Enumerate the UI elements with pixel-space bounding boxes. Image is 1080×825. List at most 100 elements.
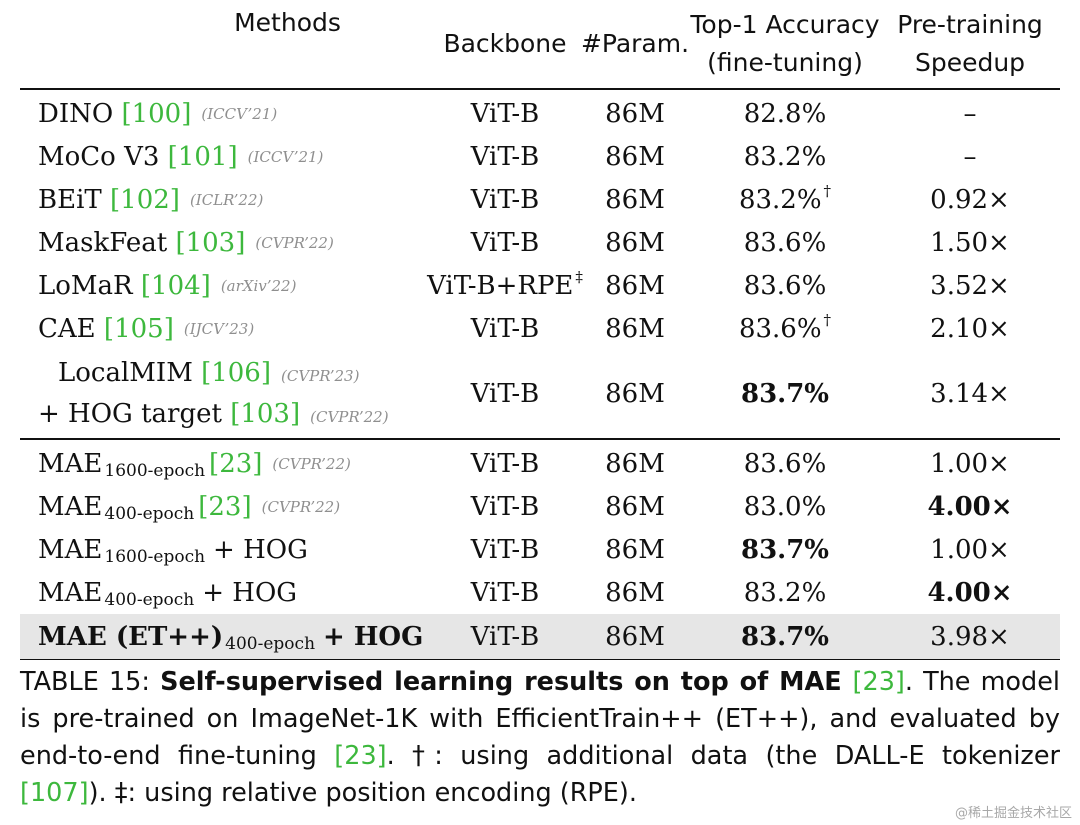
speedup-cell: 0.92×: [930, 184, 1010, 215]
venue: (IJCV’23): [183, 319, 255, 338]
speedup-cell: 4.00×: [927, 491, 1013, 522]
method-name: MAE: [38, 577, 103, 608]
table-row: LoMaR [104] (arXiv’22) ViT-B+RPE ‡ 86M 83.…: [20, 264, 1060, 307]
header-backbone-label: Backbone: [443, 29, 567, 58]
method-name: MAE: [38, 491, 103, 522]
header-accuracy-line1: Top-1 Accuracy: [690, 10, 880, 39]
caption-text: . The model is pre-trained on ImageNet-1…: [20, 667, 1060, 771]
backbone-cell: ViT-B: [470, 379, 540, 409]
table-caption: TABLE 15: Self-supervised learning resul…: [20, 664, 1060, 812]
epoch-subscript: 1600-epoch: [104, 460, 206, 481]
param-cell: 86M: [605, 141, 665, 172]
speedup-cell: 1.50×: [930, 227, 1010, 258]
header-speedup: Pre-training Speedup: [885, 4, 1055, 84]
epoch-subscript: 1600-epoch: [104, 546, 206, 567]
epoch-subscript: 400-epoch: [225, 633, 316, 654]
header-accuracy: Top-1 Accuracy (fine-tuning): [685, 4, 885, 84]
dagger-mark: †: [823, 181, 832, 200]
accuracy-cell: 83.6% †: [695, 307, 875, 350]
accuracy-value: 83.2%: [738, 184, 822, 215]
accuracy-value: 83.6%: [738, 313, 822, 344]
method-cell: MAE 400-epoch + HOG: [20, 571, 410, 614]
accuracy-cell: 83.6%: [743, 227, 827, 258]
table-row: LocalMIM [106] (CVPR’23) + HOG target [10…: [20, 354, 1060, 434]
table-row: MoCo V3 [101] (ICCV’21) ViT-B 86M 83.2% –: [20, 135, 1060, 178]
venue: (CVPR’22): [255, 233, 334, 252]
table-row: BEiT [102] (ICLR’22) ViT-B 86M 83.2% † 0.9…: [20, 178, 1060, 221]
highlight-row-background: [20, 614, 1060, 659]
header-param-label: #Param.: [580, 29, 690, 58]
backbone-value: ViT-B+RPE: [427, 270, 574, 301]
epoch-subscript: 400-epoch: [104, 503, 195, 524]
table-header: Methods Backbone #Param. Top-1 Accuracy …: [20, 4, 1060, 84]
method-cell: MoCo V3 [101] (ICCV’21): [20, 135, 410, 178]
method-name: LoMaR: [38, 270, 133, 301]
venue: (CVPR’22): [261, 497, 341, 516]
caption-title: Self-supervised learning results on top …: [160, 667, 853, 697]
param-cell: 86M: [605, 313, 665, 344]
accuracy-cell: 83.7%: [740, 534, 830, 565]
method-cell: LoMaR [104] (arXiv’22): [20, 264, 410, 307]
reference-link: [103]: [175, 227, 246, 258]
reference-link: [102]: [110, 184, 180, 215]
reference-link: [23]: [198, 491, 252, 522]
param-cell: 86M: [605, 577, 665, 608]
accuracy-cell: 83.7%: [740, 379, 830, 409]
param-cell: 86M: [605, 227, 665, 258]
param-cell: 86M: [605, 98, 665, 129]
backbone-cell: ViT-B: [470, 141, 540, 172]
accuracy-cell: 83.6%: [743, 448, 827, 479]
dagger-mark: †: [823, 310, 832, 329]
reference-link: [105]: [103, 313, 174, 344]
venue: (ICCV’21): [201, 104, 278, 123]
reference-link: [100]: [121, 98, 192, 129]
reference-link: [101]: [167, 141, 238, 172]
accuracy-cell: 83.2%: [743, 141, 827, 172]
speedup-cell: –: [963, 141, 977, 172]
method-cell: BEiT [102] (ICLR’22): [20, 178, 410, 221]
accuracy-cell: 83.2%: [743, 577, 827, 608]
method-name: MAE: [38, 448, 103, 479]
caption-label: TABLE 15:: [20, 667, 161, 697]
accuracy-cell: 83.2% †: [695, 178, 875, 221]
table-row: CAE [105] (IJCV’23) ViT-B 86M 83.6% † 2.10…: [20, 307, 1060, 350]
backbone-cell: ViT-B: [470, 577, 540, 608]
reference-link: [23]: [852, 667, 905, 697]
speedup-cell: 3.98×: [930, 621, 1010, 652]
venue: (ICLR’22): [189, 190, 264, 209]
method-cell: MAE 1600-epoch + HOG: [20, 528, 410, 571]
reference-link: [107]: [20, 778, 89, 808]
speedup-cell: 1.00×: [930, 448, 1010, 479]
header-methods-label: Methods: [234, 8, 341, 37]
method-name: BEiT: [38, 184, 102, 215]
speedup-cell: 1.00×: [930, 534, 1010, 565]
backbone-cell: ViT-B: [470, 534, 540, 565]
backbone-cell: ViT-B: [470, 448, 540, 479]
header-backbone: Backbone: [410, 4, 600, 84]
method-name: MAE: [38, 534, 103, 565]
table-row: MAE 1600-epoch [23] (CVPR’22) ViT-B 86M 83.…: [20, 442, 1060, 485]
reference-link: [106]: [201, 358, 271, 388]
method-name: MoCo V3: [38, 141, 160, 172]
speedup-cell: –: [963, 98, 977, 129]
bottom-rule: [20, 659, 1060, 660]
speedup-cell: 3.14×: [930, 379, 1010, 409]
double-dagger-mark: ‡: [575, 267, 583, 286]
table-row-highlighted: MAE (ET++) 400-epoch + HOG ViT-B 86M 83.7%…: [20, 614, 1060, 659]
method-name: LocalMIM: [58, 358, 193, 388]
table-row: MAE 400-epoch [23] (CVPR’22) ViT-B 86M 83.0…: [20, 485, 1060, 528]
venue: (arXiv’22): [220, 276, 297, 295]
group-rule: [20, 438, 1060, 440]
table-row: MAE 400-epoch + HOG ViT-B 86M 83.2% 4.00×: [20, 571, 1060, 614]
accuracy-cell: 83.7%: [740, 621, 830, 652]
header-accuracy-line2: (fine-tuning): [707, 48, 863, 77]
param-cell: 86M: [605, 534, 665, 565]
accuracy-cell: 83.0%: [743, 491, 827, 522]
method-name: MaskFeat: [38, 227, 168, 258]
speedup-cell: 2.10×: [930, 313, 1010, 344]
accuracy-cell: 82.8%: [743, 98, 827, 129]
backbone-cell: ViT-B: [470, 227, 540, 258]
method-line-1: LocalMIM [106] (CVPR’23): [38, 354, 359, 395]
method-name: CAE: [38, 313, 96, 344]
header-rule: [20, 88, 1060, 90]
